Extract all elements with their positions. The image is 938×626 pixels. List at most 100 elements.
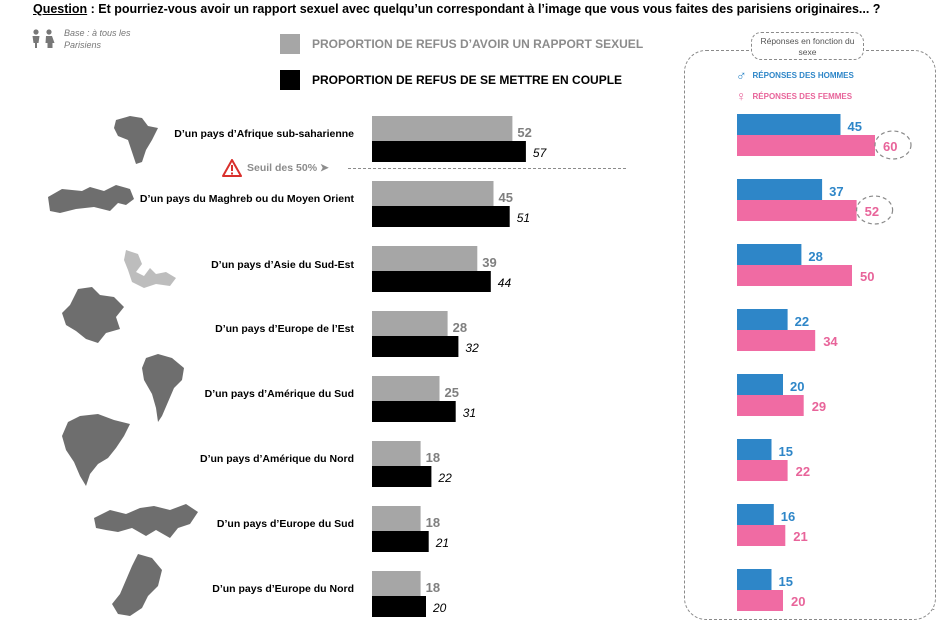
value-label-refus-couple: 32 — [465, 341, 479, 355]
bar-refus-couple — [372, 141, 526, 162]
threshold-marker: Seuil des 50% ➤ — [222, 159, 329, 177]
value-label-refus-sexe: 52 — [517, 125, 531, 140]
base-note: Base : à tous les Parisiens — [64, 28, 131, 50]
bar-refus-sexe — [372, 246, 478, 271]
legend-men-label: RÉPONSES DES HOMMES — [752, 70, 854, 80]
bar-refus-couple — [372, 596, 426, 617]
category-label: D’un pays d’Europe du Nord — [212, 583, 354, 595]
maghreb-middle-east-map-icon — [48, 185, 134, 213]
question: Question : Et pourriez-vous avoir un rap… — [33, 2, 880, 16]
value-label-refus-couple: 57 — [533, 146, 548, 160]
bar-refus-couple — [372, 336, 459, 357]
legend-swatch-black — [280, 70, 300, 90]
value-label-refus-sexe: 25 — [445, 385, 459, 400]
legend-women-label: RÉPONSES DES FEMMES — [752, 91, 853, 101]
bar-refus-couple — [372, 401, 456, 422]
bar-men — [737, 309, 788, 330]
value-label-men: 28 — [808, 249, 822, 264]
value-label-refus-couple: 21 — [435, 536, 449, 550]
corner-mark: . — [932, 602, 935, 612]
value-label-refus-couple: 44 — [498, 276, 512, 290]
bar-women — [737, 590, 783, 611]
bar-women — [737, 200, 857, 221]
value-label-refus-couple: 31 — [463, 406, 476, 420]
value-label-men: 16 — [781, 509, 795, 524]
value-label-men: 20 — [790, 379, 804, 394]
category-label: D’un pays d’Afrique sub-saharienne — [174, 128, 354, 140]
legend-men: ♂ RÉPONSES DES HOMMES — [736, 67, 854, 83]
bar-men — [737, 569, 772, 590]
value-label-women: 22 — [796, 464, 810, 479]
legend-label: PROPORTION DE REFUS D’AVOIR UN RAPPORT S… — [312, 37, 644, 51]
value-label-women: 50 — [860, 269, 874, 284]
bar-refus-couple — [372, 531, 429, 552]
bar-refus-couple — [372, 271, 491, 292]
value-label-women: 29 — [812, 399, 826, 414]
bar-men — [737, 179, 823, 200]
value-label-women: 20 — [791, 594, 805, 609]
bar-refus-sexe — [372, 376, 440, 401]
threshold-line — [348, 168, 626, 169]
bar-women — [737, 330, 816, 351]
value-label-refus-couple: 51 — [517, 211, 530, 225]
africa-map-icon — [114, 116, 158, 164]
value-label-women: 60 — [883, 139, 897, 154]
legend-label: PROPORTION DE REFUS DE SE METTRE EN COUP… — [312, 73, 623, 87]
category-label: D’un pays d’Europe de l’Est — [215, 323, 354, 335]
bar-women — [737, 265, 852, 286]
north-america-map-icon — [62, 414, 130, 486]
bar-women — [737, 460, 788, 481]
category-label: D’un pays d’Asie du Sud-Est — [211, 259, 354, 271]
bar-refus-sexe — [372, 571, 421, 596]
value-label-men: 45 — [848, 119, 862, 134]
value-label-refus-couple: 20 — [432, 601, 447, 615]
bar-men — [737, 244, 802, 265]
bar-refus-couple — [372, 206, 510, 227]
highlight-circle — [855, 195, 894, 225]
eastern-europe-map-icon — [62, 287, 124, 343]
category-label: D’un pays d’Amérique du Nord — [199, 453, 354, 465]
category-label: D’un pays d’Europe du Sud — [216, 518, 354, 530]
legend-women: ♀ RÉPONSES DES FEMMES — [736, 88, 852, 104]
legend-swatch-grey — [280, 34, 300, 54]
value-label-refus-sexe: 39 — [482, 255, 496, 270]
value-label-men: 37 — [829, 184, 843, 199]
value-label-men: 15 — [779, 574, 793, 589]
gender-panel-title: Réponses en fonction du sexe — [751, 32, 864, 60]
value-label-women: 52 — [865, 204, 879, 219]
female-symbol-icon: ♀ — [736, 88, 747, 104]
value-label-refus-sexe: 28 — [453, 320, 467, 335]
northern-europe-map-icon — [112, 554, 162, 616]
question-text: : Et pourriez-vous avoir un rapport sexu… — [87, 2, 881, 16]
legend-refus-couple: PROPORTION DE REFUS DE SE METTRE EN COUP… — [280, 70, 622, 90]
bar-refus-couple — [372, 466, 432, 487]
bar-men — [737, 374, 783, 395]
bar-men — [737, 504, 774, 525]
question-label: Question — [33, 2, 88, 16]
bar-women — [737, 135, 875, 156]
highlight-circle — [874, 130, 912, 160]
threshold-label: Seuil des 50% ➤ — [247, 162, 329, 174]
bar-men — [737, 439, 772, 460]
value-label-men: 15 — [779, 444, 793, 459]
value-label-women: 21 — [793, 529, 807, 544]
warning-icon — [222, 159, 242, 177]
bar-refus-sexe — [372, 441, 421, 466]
bar-refus-sexe — [372, 181, 494, 206]
category-label: D’un pays d’Amérique du Sud — [204, 388, 354, 400]
bar-men — [737, 114, 841, 135]
value-label-refus-sexe: 18 — [426, 450, 440, 465]
category-label: D’un pays du Maghreb ou du Moyen Orient — [139, 193, 354, 205]
bar-women — [737, 395, 804, 416]
value-label-women: 34 — [823, 334, 838, 349]
value-label-refus-couple: 22 — [437, 471, 452, 485]
value-label-refus-sexe: 45 — [499, 190, 513, 205]
value-label-refus-sexe: 18 — [426, 515, 440, 530]
male-symbol-icon: ♂ — [736, 67, 747, 83]
bar-refus-sexe — [372, 311, 448, 336]
bar-refus-sexe — [372, 506, 421, 531]
southern-europe-map-icon — [94, 504, 198, 538]
people-icon — [32, 29, 55, 48]
value-label-refus-sexe: 18 — [426, 580, 440, 595]
